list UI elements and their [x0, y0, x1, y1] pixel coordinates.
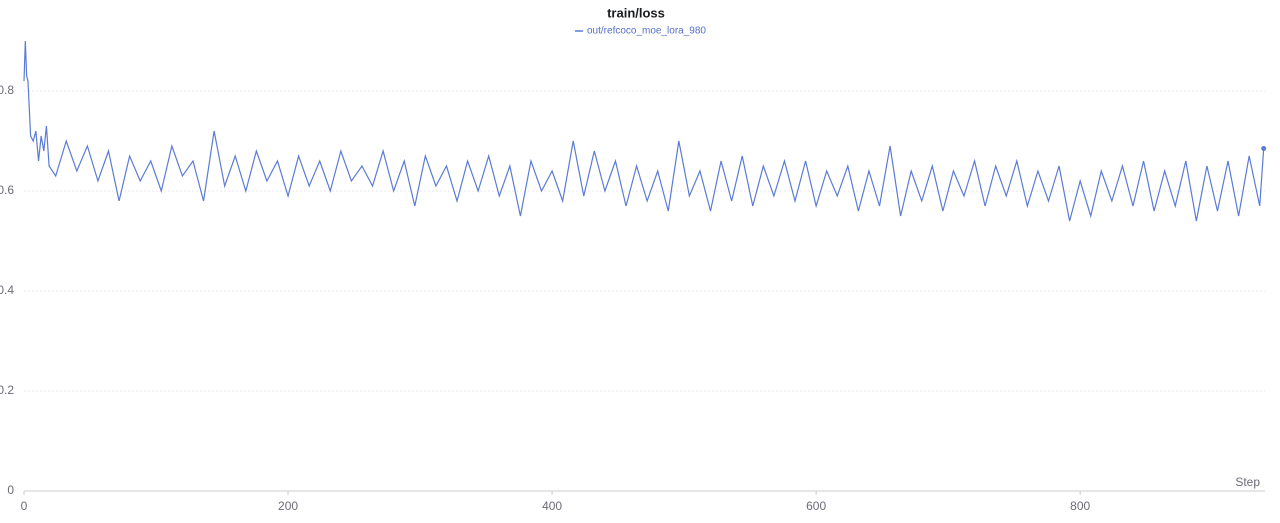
chart-title: train/loss	[607, 5, 665, 20]
legend-label: out/refcoco_moe_lora_980	[587, 26, 706, 37]
y-tick-label: 0	[7, 483, 14, 497]
x-tick-label: 200	[278, 499, 298, 513]
end-point	[1261, 146, 1267, 151]
x-tick-label: 600	[806, 499, 826, 513]
x-tick-label: 800	[1070, 499, 1090, 513]
x-axis-label: Step	[1235, 475, 1260, 489]
line	[23, 40, 1265, 222]
x-tick-label: 400	[542, 499, 562, 513]
x-tick-label: 0	[21, 499, 28, 513]
y-tick-label: 0.4	[0, 283, 14, 297]
y-tick-label: 0.8	[0, 83, 14, 97]
y-tick-label: 0.2	[0, 383, 14, 397]
y-tick-label: 0.6	[0, 183, 14, 197]
